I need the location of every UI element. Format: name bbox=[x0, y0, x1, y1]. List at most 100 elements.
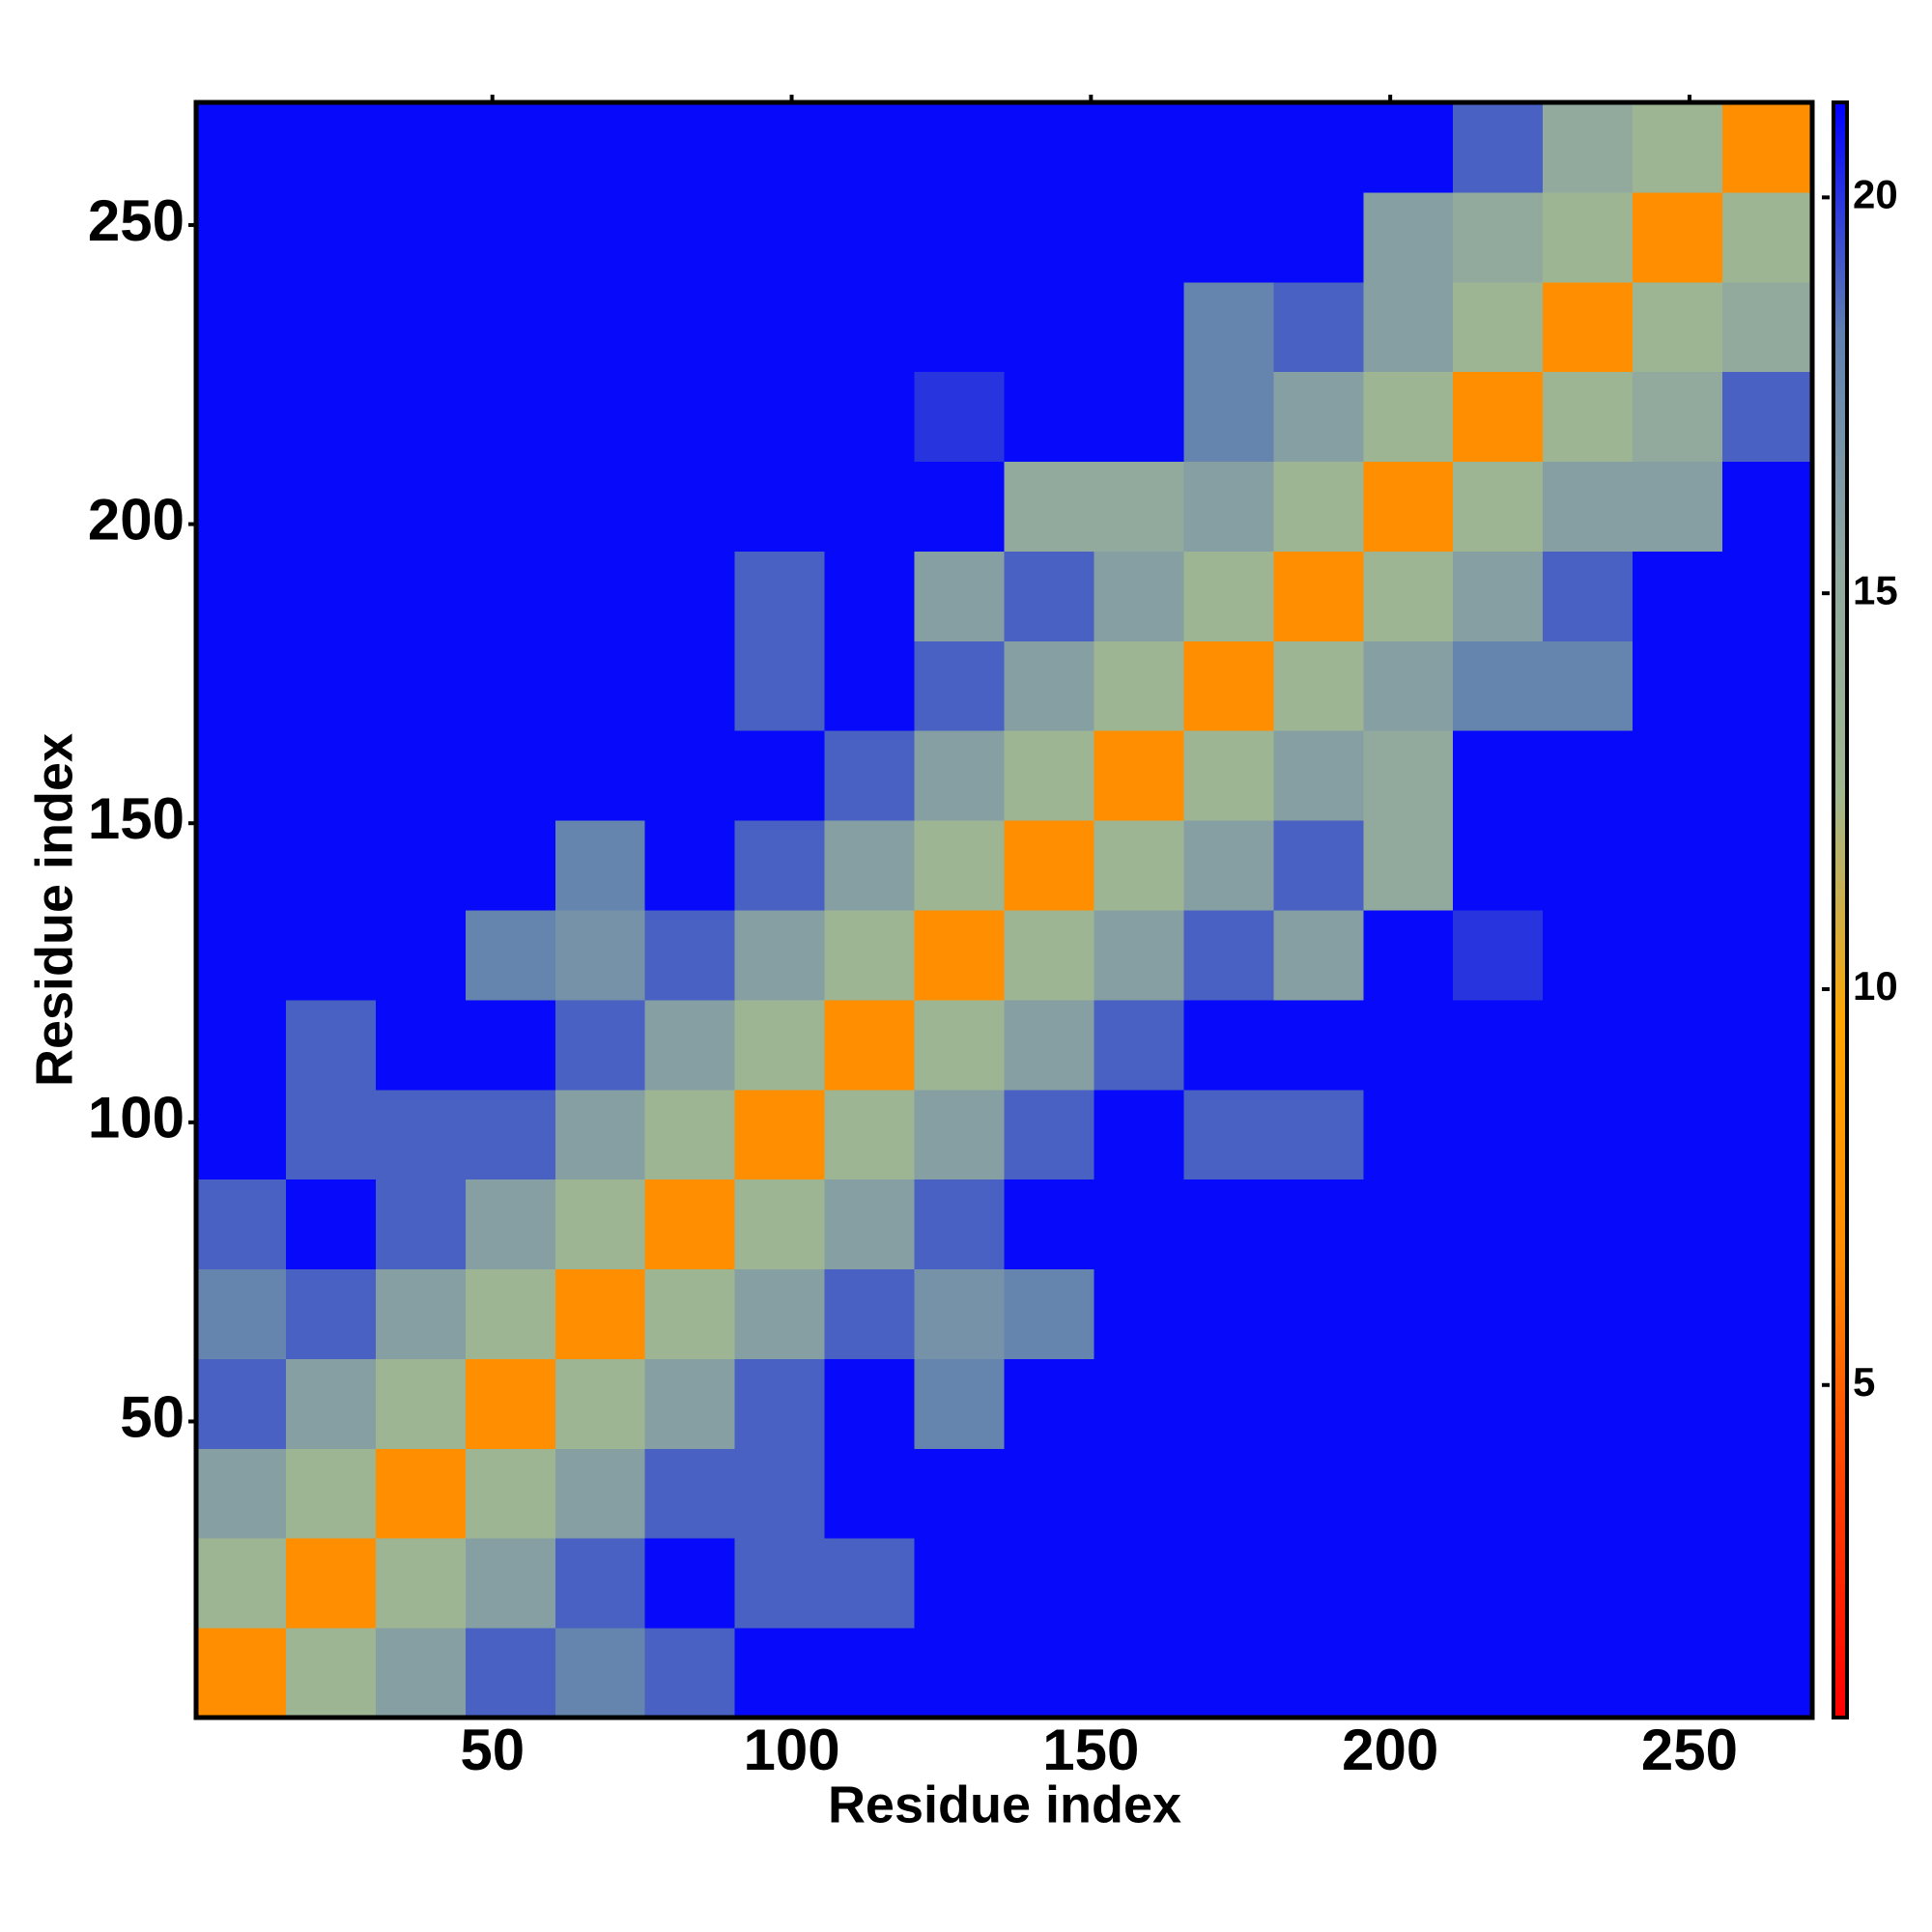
heat-cell bbox=[824, 1358, 916, 1449]
heat-cell bbox=[554, 1268, 646, 1359]
heat-cell bbox=[1633, 1089, 1723, 1180]
heat-cell bbox=[285, 551, 377, 641]
heat-cell bbox=[1722, 461, 1813, 552]
x-tick-label: 250 bbox=[1641, 1718, 1738, 1782]
heat-cell bbox=[1183, 191, 1274, 283]
heat-cell bbox=[1094, 1358, 1184, 1449]
heat-cell bbox=[375, 640, 467, 731]
heat-cell bbox=[1273, 461, 1364, 552]
heat-cell bbox=[644, 820, 736, 911]
heat-cell bbox=[914, 1268, 1005, 1359]
heat-cell bbox=[1633, 640, 1723, 731]
colorbar bbox=[1832, 100, 1849, 1719]
heat-cell bbox=[1094, 820, 1184, 911]
heat-cell bbox=[1094, 461, 1184, 552]
heat-cell bbox=[465, 281, 556, 373]
heat-cell bbox=[196, 1089, 287, 1180]
heat-cell bbox=[914, 371, 1005, 463]
heat-cell bbox=[1094, 1538, 1184, 1629]
heat-cell bbox=[1543, 551, 1634, 641]
heat-cell bbox=[196, 910, 287, 1001]
heat-cell bbox=[465, 1179, 556, 1270]
heat-cell bbox=[285, 1268, 377, 1359]
heat-cell bbox=[644, 1179, 736, 1270]
heat-cell bbox=[375, 1179, 467, 1270]
heat-cell bbox=[1094, 640, 1184, 731]
heat-cell bbox=[375, 999, 467, 1091]
heat-cell bbox=[1004, 730, 1094, 821]
heat-cell bbox=[1453, 551, 1544, 641]
heat-cell bbox=[1543, 1628, 1634, 1719]
heat-cell bbox=[1273, 820, 1364, 911]
heat-cell bbox=[1273, 999, 1364, 1091]
heat-cell bbox=[1453, 910, 1544, 1001]
heat-cell bbox=[1273, 1538, 1364, 1629]
heat-cell bbox=[1273, 551, 1364, 641]
heat-cell bbox=[285, 1179, 377, 1270]
heat-cell bbox=[1363, 191, 1454, 283]
heat-cell bbox=[465, 102, 556, 193]
heat-cell bbox=[1363, 1268, 1454, 1359]
heat-cell bbox=[375, 1358, 467, 1449]
heat-cell bbox=[1363, 730, 1454, 821]
heat-cell bbox=[554, 1448, 646, 1539]
heat-cell bbox=[1273, 730, 1364, 821]
heat-cell bbox=[1094, 1628, 1184, 1719]
heat-cell bbox=[824, 1448, 916, 1539]
heat-cell bbox=[914, 999, 1005, 1091]
heat-cell bbox=[1722, 102, 1813, 193]
heat-cell bbox=[285, 1538, 377, 1629]
heat-cell bbox=[1273, 1628, 1364, 1719]
heat-cell bbox=[1633, 1448, 1723, 1539]
heat-cell bbox=[554, 999, 646, 1091]
heat-cell bbox=[465, 999, 556, 1091]
colorbar-tick-label: 20 bbox=[1853, 171, 1898, 216]
heat-cell bbox=[734, 1448, 826, 1539]
heat-cell bbox=[644, 371, 736, 463]
heat-cell bbox=[644, 640, 736, 731]
heat-cell bbox=[375, 1628, 467, 1719]
heat-cell bbox=[914, 1179, 1005, 1270]
heat-cell bbox=[1363, 102, 1454, 193]
heat-cell bbox=[1004, 999, 1094, 1091]
heat-cell bbox=[285, 281, 377, 373]
heat-cell bbox=[644, 551, 736, 641]
y-tick-label: 50 bbox=[120, 1384, 185, 1449]
heat-cell bbox=[1094, 1179, 1184, 1270]
heat-cell bbox=[285, 1358, 377, 1449]
heat-cell bbox=[914, 1358, 1005, 1449]
x-tick-label: 50 bbox=[460, 1718, 525, 1782]
heat-cell bbox=[196, 1179, 287, 1270]
heat-cell bbox=[914, 461, 1005, 552]
heat-cell bbox=[1453, 1358, 1544, 1449]
heat-cell bbox=[1453, 1089, 1544, 1180]
heat-cell bbox=[914, 191, 1005, 283]
heat-cell bbox=[1722, 281, 1813, 373]
heat-cell bbox=[824, 102, 916, 193]
heat-cell bbox=[1453, 999, 1544, 1091]
heat-cell bbox=[644, 910, 736, 1001]
heat-cell bbox=[1633, 1628, 1723, 1719]
heat-cell bbox=[554, 820, 646, 911]
heat-cell bbox=[824, 191, 916, 283]
heat-cell bbox=[465, 551, 556, 641]
heat-cell bbox=[1722, 640, 1813, 731]
heat-cell bbox=[1722, 1538, 1813, 1629]
heat-cell bbox=[1183, 820, 1274, 911]
heat-cell bbox=[1633, 371, 1723, 463]
heat-cell bbox=[196, 1538, 287, 1629]
heat-cell bbox=[285, 999, 377, 1091]
heat-cell bbox=[1363, 461, 1454, 552]
heat-cell bbox=[824, 640, 916, 731]
heat-cell bbox=[1453, 820, 1544, 911]
heat-cell bbox=[196, 730, 287, 821]
heat-cell bbox=[914, 1448, 1005, 1539]
heat-cell bbox=[375, 820, 467, 911]
heat-cell bbox=[285, 730, 377, 821]
heat-cell bbox=[914, 1628, 1005, 1719]
heat-cell bbox=[1183, 1628, 1274, 1719]
heat-cell bbox=[644, 191, 736, 283]
heat-cell bbox=[1004, 281, 1094, 373]
heat-cell bbox=[1633, 910, 1723, 1001]
